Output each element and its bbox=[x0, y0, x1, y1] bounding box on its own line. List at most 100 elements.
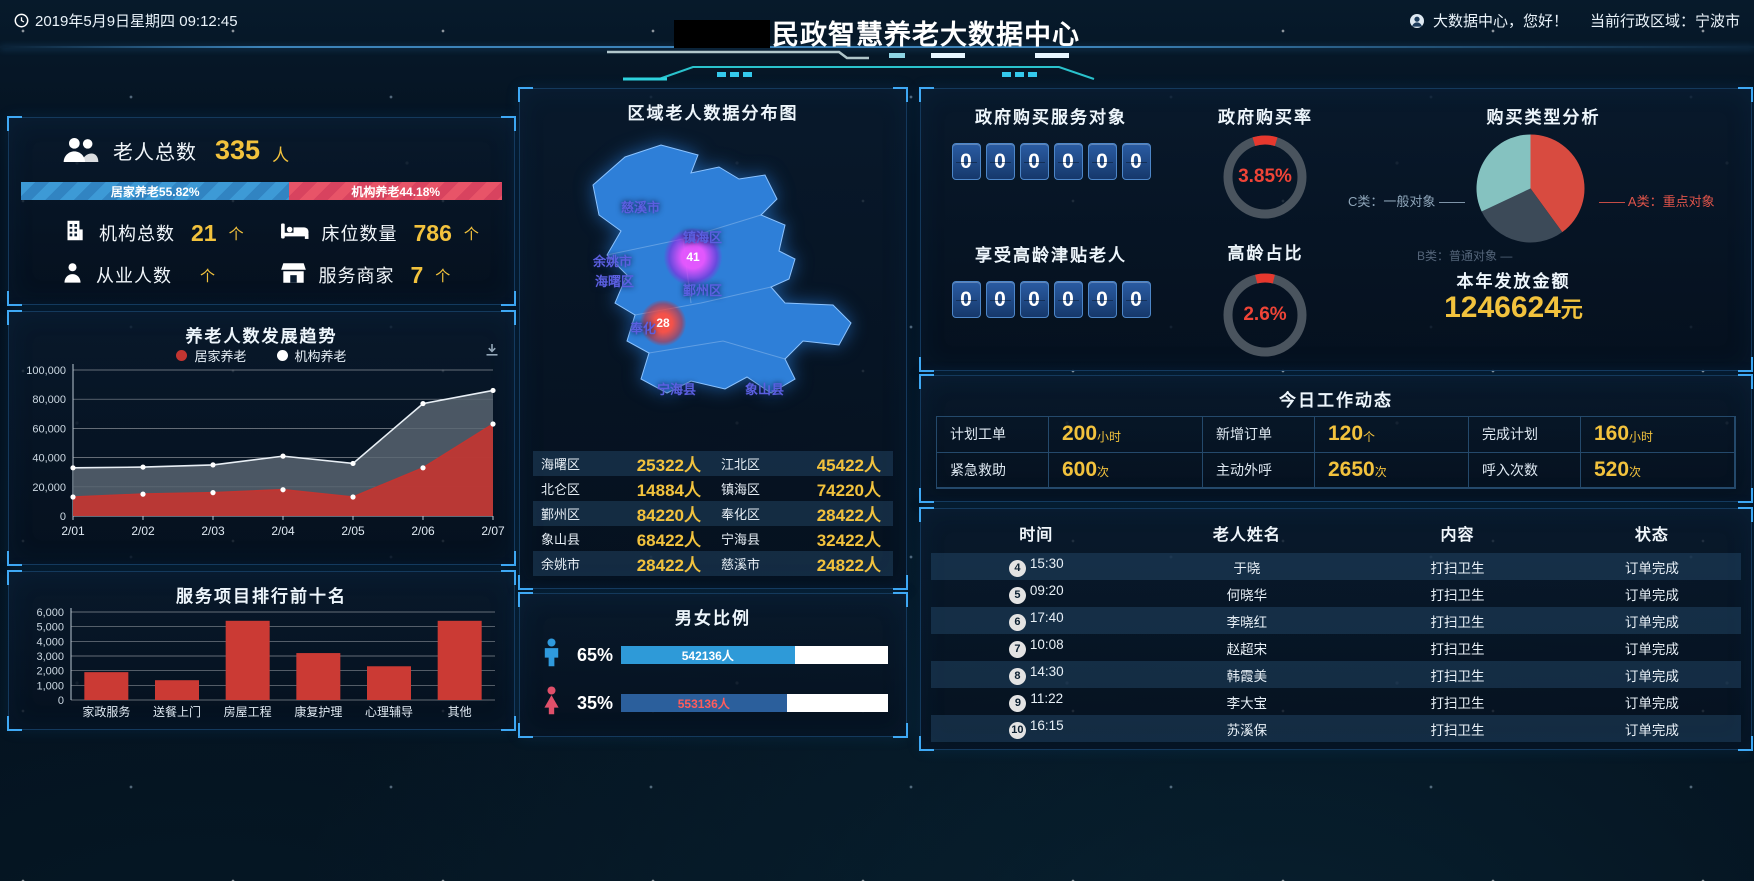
greeting-text: 大数据中心，您好！ bbox=[1432, 13, 1568, 30]
stat-unit: 个 bbox=[435, 267, 451, 285]
gender-panel: 男女比例 65% 542136人 35% 553136人 bbox=[518, 592, 908, 738]
home-care-label: 居家养老55.82% bbox=[110, 184, 200, 199]
region-value: 28422人 bbox=[636, 556, 701, 575]
bed-icon bbox=[280, 218, 310, 249]
header-ornament bbox=[607, 50, 1095, 81]
work-value: 2650 次 bbox=[1315, 452, 1469, 488]
stat-label: 从业人数 bbox=[96, 266, 172, 287]
work-status-panel: 今日工作动态 计划工单 200 小时 新增订单 120 个完成计划 160 小时 紧急救助 600… bbox=[919, 374, 1753, 503]
gov-col-pie: 购买类型分析 C类：一般对象 A类：重点对象 B类：普通对象 本年发放金额 12… bbox=[1348, 89, 1736, 370]
region-value: 14884人 bbox=[636, 481, 701, 500]
region-table-row: 北仑区 14884人 镇海区 74220人 bbox=[533, 476, 893, 501]
panel-corner bbox=[1738, 87, 1753, 102]
stat-item: 从业人数 个 bbox=[61, 257, 280, 295]
order-content: 打扫卫生 bbox=[1430, 614, 1485, 630]
work-value-number: 2650 bbox=[1328, 457, 1375, 481]
work-value: 160 小时 bbox=[1581, 417, 1735, 453]
pie-label-a: A类：重点对象 bbox=[1599, 191, 1715, 210]
purchase-digit: 0 bbox=[1053, 143, 1083, 180]
purchase-type-title: 购买类型分析 bbox=[1486, 108, 1601, 127]
order-rank-badge: 6 bbox=[1008, 613, 1026, 631]
order-status: 订单完成 bbox=[1624, 641, 1679, 657]
male-icon bbox=[540, 638, 563, 672]
order-status: 订单完成 bbox=[1624, 668, 1679, 684]
work-value-unit: 个 bbox=[1363, 429, 1376, 444]
region-name: 宁海县 bbox=[721, 532, 761, 547]
panel-corner bbox=[7, 291, 22, 306]
order-time: 9 11:22 bbox=[931, 691, 1142, 712]
order-status: 订单完成 bbox=[1624, 722, 1679, 738]
panel-corner bbox=[919, 488, 934, 503]
shop-icon bbox=[280, 260, 307, 291]
panel-corner bbox=[1738, 507, 1753, 522]
gender-bar-fill: 542136人 bbox=[621, 646, 795, 664]
order-row: 10 16:15 苏溪保 打扫卫生 订单完成 bbox=[931, 715, 1741, 742]
stat-label: 机构总数 bbox=[99, 224, 175, 245]
elder-total-unit: 人 bbox=[272, 145, 290, 165]
map-title: 区域老人数据分布图 bbox=[627, 104, 799, 123]
panel-corner bbox=[893, 575, 908, 590]
region-table-row: 余姚市 28422人 慈溪市 24822人 bbox=[533, 551, 893, 576]
subsidy-digit: 0 bbox=[1053, 281, 1083, 318]
order-row: 6 17:40 李晓红 打扫卫生 订单完成 bbox=[931, 607, 1741, 634]
order-content: 打扫卫生 bbox=[1430, 695, 1485, 711]
map-region-label: 海曙区 bbox=[595, 274, 635, 289]
subsidy-title: 享受高龄津贴老人 bbox=[975, 246, 1127, 265]
order-content: 打扫卫生 bbox=[1430, 668, 1485, 684]
svg-text:房屋工程: 房屋工程 bbox=[224, 704, 272, 719]
work-value-number: 600 bbox=[1062, 457, 1098, 481]
order-rank-badge: 4 bbox=[1008, 559, 1026, 577]
region-value: 74220人 bbox=[816, 481, 881, 500]
home-care-segment: 居家养老55.82% bbox=[21, 182, 290, 200]
panel-corner bbox=[501, 116, 516, 131]
region-name: 奉化区 bbox=[721, 507, 761, 522]
svg-text:2,000: 2,000 bbox=[36, 666, 64, 678]
region-map[interactable]: 41 28 慈溪市 镇海区 余姚市 海曙区 鄞州区 奉化 宁海县 象山县 bbox=[533, 127, 893, 445]
region-selector[interactable]: 当前行政区域：宁波市 bbox=[1589, 13, 1740, 30]
work-value-number: 520 bbox=[1594, 457, 1630, 481]
region-table-row: 海曙区 25322人 江北区 45422人 bbox=[533, 451, 893, 476]
svg-text:4,000: 4,000 bbox=[36, 636, 64, 648]
order-row: 8 14:30 韩霞美 打扫卫生 订单完成 bbox=[931, 661, 1741, 688]
svg-text:送餐上门: 送餐上门 bbox=[153, 704, 201, 719]
stat-unit: 个 bbox=[463, 225, 479, 243]
order-row: 7 10:08 赵超宋 打扫卫生 订单完成 bbox=[931, 634, 1741, 661]
gender-bar: 542136人 bbox=[621, 646, 888, 664]
order-row: 5 09:20 何晓华 打扫卫生 订单完成 bbox=[931, 580, 1741, 607]
aged-ratio-title: 高龄占比 bbox=[1227, 244, 1304, 263]
region-value: 84220人 bbox=[636, 506, 701, 525]
map-region-label: 奉化 bbox=[630, 321, 657, 336]
stat-unit: 个 bbox=[200, 267, 216, 285]
svg-text:2/01: 2/01 bbox=[61, 524, 85, 538]
order-rank-badge: 10 bbox=[1008, 721, 1026, 739]
region-name: 余姚市 bbox=[541, 557, 581, 572]
order-status: 订单完成 bbox=[1624, 587, 1679, 603]
region-name: 鄞州区 bbox=[541, 507, 581, 522]
orders-header-content: 内容 bbox=[1440, 527, 1475, 544]
institution-care-segment: 机构养老44.18% bbox=[289, 182, 502, 200]
gender-bar-fill: 553136人 bbox=[621, 694, 787, 712]
order-elder-name: 何晓华 bbox=[1226, 587, 1268, 603]
region-data-table: 海曙区 25322人 江北区 45422人 北仑区 14884人 镇海区 74220人鄞州区 8… bbox=[533, 451, 893, 576]
order-time: 8 14:30 bbox=[931, 664, 1142, 685]
elder-total-label: 老人总数 bbox=[113, 141, 197, 164]
svg-text:康复护理: 康复护理 bbox=[294, 704, 342, 719]
trend-panel: 养老人数发展趋势 居家养老 机构养老 0 20,000 40,000 60,000 80… bbox=[7, 310, 516, 566]
map-region-label: 镇海区 bbox=[683, 230, 723, 245]
order-time: 4 15:30 bbox=[931, 556, 1142, 577]
svg-text:2/03: 2/03 bbox=[201, 524, 225, 538]
purchase-digit: 0 bbox=[1121, 143, 1151, 180]
region-value: 68422人 bbox=[636, 531, 701, 550]
region-name: 慈溪市 bbox=[721, 557, 761, 572]
pie-label-b: B类：普通对象 bbox=[1417, 247, 1512, 264]
order-row: 4 15:30 于晓 打扫卫生 订单完成 bbox=[931, 553, 1741, 580]
svg-text:3,000: 3,000 bbox=[36, 651, 64, 663]
elder-total-value: 335 bbox=[215, 134, 261, 165]
orders-header-time: 时间 bbox=[1019, 527, 1054, 544]
order-elder-name: 赵超宋 bbox=[1226, 641, 1268, 657]
purchase-digit: 0 bbox=[1087, 143, 1117, 180]
subsidy-digit: 0 bbox=[951, 281, 981, 318]
